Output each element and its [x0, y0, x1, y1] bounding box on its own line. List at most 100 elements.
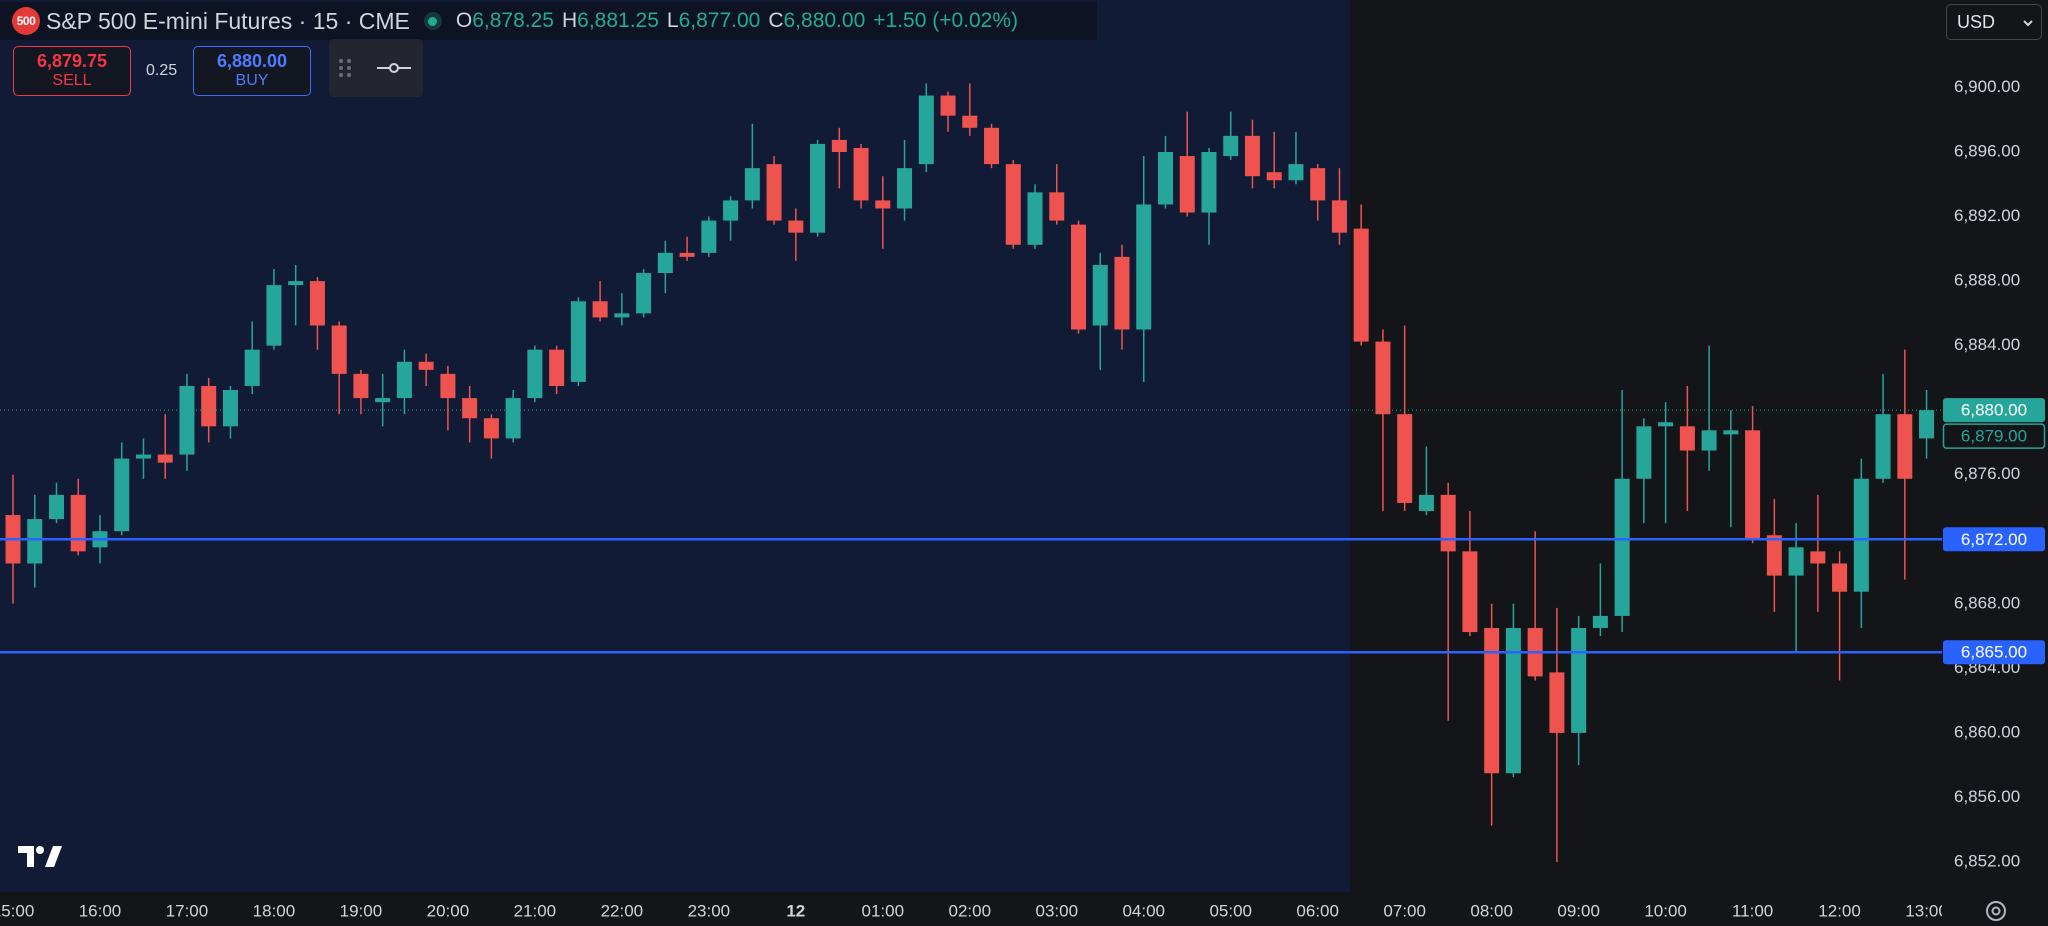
- ohlc-value: 6,877.00: [678, 9, 761, 32]
- candle-body: [1331, 200, 1347, 233]
- buy-button[interactable]: 6,880.00 BUY: [193, 46, 311, 96]
- x-tick-label: 17:00: [166, 901, 209, 920]
- candle-body: [1005, 164, 1021, 245]
- x-tick-label: 03:00: [1035, 901, 1078, 920]
- y-tick-label: 6,884.00: [1954, 335, 2020, 354]
- candle-body: [1875, 414, 1891, 479]
- candle-body: [1027, 192, 1043, 245]
- reference-price-box: [1942, 423, 2046, 449]
- y-tick-label: 6,856.00: [1954, 787, 2020, 806]
- candle-body: [1201, 152, 1217, 213]
- x-tick-label: 10:00: [1644, 901, 1687, 920]
- y-tick-label: 6,888.00: [1954, 271, 2020, 290]
- candle-body: [549, 349, 565, 386]
- candle-body: [810, 143, 826, 233]
- candle-body: [375, 398, 391, 403]
- candle-body: [1114, 256, 1130, 330]
- candle-body: [1244, 135, 1260, 177]
- candle-body: [1071, 224, 1087, 330]
- candle-body: [1571, 628, 1587, 733]
- session-shade: [0, 0, 1350, 892]
- candle-body: [1310, 168, 1326, 201]
- candle-body: [766, 164, 782, 221]
- spread: 0.25: [146, 62, 178, 79]
- price-line-label-box: [1943, 527, 2045, 552]
- candle-body: [222, 390, 238, 427]
- candle-body: [1505, 628, 1521, 774]
- last-price-box: [1943, 398, 2045, 423]
- ohlc-value: 6,880.00: [783, 9, 866, 32]
- candle-body: [636, 273, 652, 314]
- candle-body: [897, 168, 913, 209]
- candle-body: [679, 252, 695, 257]
- x-axis: 15:00 16:00 17:00 18:00 19:00 20:00 21:00 22:00…: [0, 901, 1942, 920]
- ohlc-label: H: [561, 9, 578, 32]
- candle-body: [1049, 192, 1065, 221]
- candle-body: [1636, 426, 1652, 479]
- candle-body: [1766, 535, 1782, 576]
- candle-body: [1919, 410, 1935, 439]
- candle-body: [657, 252, 673, 274]
- y-tick-label: 6,868.00: [1954, 593, 2020, 612]
- symbol-title[interactable]: S&P 500 E-mini Futures · 15 · CME: [46, 7, 410, 34]
- settings-icon[interactable]: [1986, 901, 2006, 921]
- candle-body: [1592, 615, 1608, 629]
- candle-body: [875, 200, 891, 209]
- last-price-label: 6,880.00: [1961, 401, 2027, 420]
- candle-body: [483, 418, 499, 439]
- candle-body: [744, 168, 760, 201]
- candle-body: [331, 325, 347, 374]
- candle-body: [592, 301, 608, 318]
- ohlc-label: O: [455, 9, 473, 32]
- candle-body: [179, 385, 195, 455]
- candle-body: [244, 349, 260, 386]
- candle-body: [48, 494, 64, 520]
- x-tick-label: 19:00: [340, 901, 383, 920]
- candle-body: [984, 127, 1000, 165]
- candle-body: [853, 147, 869, 201]
- sell-button[interactable]: 6,879.75 SELL: [13, 46, 131, 96]
- candle-body: [440, 373, 456, 399]
- candle-body: [1788, 547, 1804, 576]
- x-tick-label: 04:00: [1122, 901, 1165, 920]
- candle-body: [353, 373, 369, 399]
- ohlc-value: 6,881.25: [577, 9, 659, 32]
- x-tick-label: 12:00: [1818, 901, 1861, 920]
- y-tick-label: 6,896.00: [1954, 141, 2020, 160]
- candle-body: [570, 301, 586, 382]
- candle-body: [962, 115, 978, 128]
- x-tick-label: 21:00: [514, 901, 557, 920]
- candle-body: [1418, 494, 1434, 512]
- ohlc-label: L: [666, 9, 679, 32]
- candle-body: [1223, 135, 1239, 157]
- y-tick-label: 6,892.00: [1954, 206, 2020, 225]
- price-line-label-box: [1943, 640, 2045, 665]
- y-tick-label: 6,852.00: [1954, 851, 2020, 870]
- y-tick-label: 6,900.00: [1954, 77, 2020, 96]
- candle-body: [309, 281, 325, 326]
- candle-body: [1745, 430, 1761, 540]
- candle-body: [1810, 551, 1826, 564]
- reference-price-label: 6,879.00: [1961, 427, 2027, 446]
- x-tick-label: 16:00: [79, 901, 122, 920]
- candle-body: [1092, 264, 1108, 326]
- sell-label: SELL: [52, 72, 92, 90]
- candle-body: [527, 349, 543, 399]
- x-tick-label: 09:00: [1557, 901, 1600, 920]
- tradingview-logo: [18, 846, 62, 867]
- sell-price: 6,879.75: [36, 51, 108, 72]
- candle-body: [1353, 228, 1369, 342]
- candle-body: [918, 95, 934, 165]
- trade-widget[interactable]: [329, 39, 423, 97]
- candle-body: [788, 220, 804, 233]
- x-tick-label: 08:00: [1470, 901, 1513, 920]
- candle-body: [70, 494, 86, 552]
- buy-label: BUY: [235, 72, 269, 90]
- x-tick-label: 02:00: [949, 901, 992, 920]
- currency-select[interactable]: USD: [1946, 4, 2042, 40]
- candle-body: [1701, 430, 1717, 451]
- change: +1.50 (+0.02%): [873, 9, 1019, 32]
- candle-body: [1266, 172, 1282, 181]
